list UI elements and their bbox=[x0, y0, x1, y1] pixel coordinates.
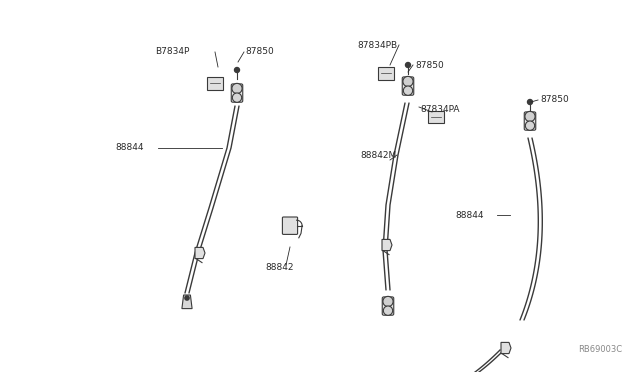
FancyBboxPatch shape bbox=[403, 77, 413, 95]
Text: B7834P: B7834P bbox=[155, 48, 189, 57]
Circle shape bbox=[525, 111, 535, 122]
FancyBboxPatch shape bbox=[524, 112, 536, 130]
FancyBboxPatch shape bbox=[382, 297, 394, 315]
Circle shape bbox=[527, 99, 532, 105]
Text: 88842: 88842 bbox=[265, 263, 294, 273]
FancyBboxPatch shape bbox=[378, 67, 394, 80]
Circle shape bbox=[185, 296, 189, 300]
Text: 87850: 87850 bbox=[415, 61, 444, 70]
Text: 88842M: 88842M bbox=[360, 151, 396, 160]
Text: 87850: 87850 bbox=[540, 96, 569, 105]
Polygon shape bbox=[195, 247, 205, 259]
Circle shape bbox=[403, 76, 413, 87]
FancyBboxPatch shape bbox=[282, 217, 298, 234]
Circle shape bbox=[234, 67, 239, 73]
Circle shape bbox=[232, 83, 242, 94]
Text: 87834PB: 87834PB bbox=[357, 41, 397, 49]
Circle shape bbox=[403, 86, 413, 95]
Circle shape bbox=[525, 121, 534, 130]
FancyBboxPatch shape bbox=[428, 111, 444, 123]
Polygon shape bbox=[501, 342, 511, 354]
Polygon shape bbox=[382, 240, 392, 251]
Text: 87834PA: 87834PA bbox=[420, 106, 460, 115]
Text: 88844: 88844 bbox=[115, 144, 143, 153]
FancyBboxPatch shape bbox=[207, 77, 223, 90]
Text: RB69003C: RB69003C bbox=[578, 346, 622, 355]
Circle shape bbox=[232, 93, 242, 102]
Circle shape bbox=[383, 306, 393, 315]
Circle shape bbox=[406, 62, 410, 67]
Circle shape bbox=[383, 296, 393, 307]
Text: 88844: 88844 bbox=[455, 211, 483, 219]
Polygon shape bbox=[182, 295, 192, 309]
Text: 87850: 87850 bbox=[245, 48, 274, 57]
FancyBboxPatch shape bbox=[231, 84, 243, 102]
